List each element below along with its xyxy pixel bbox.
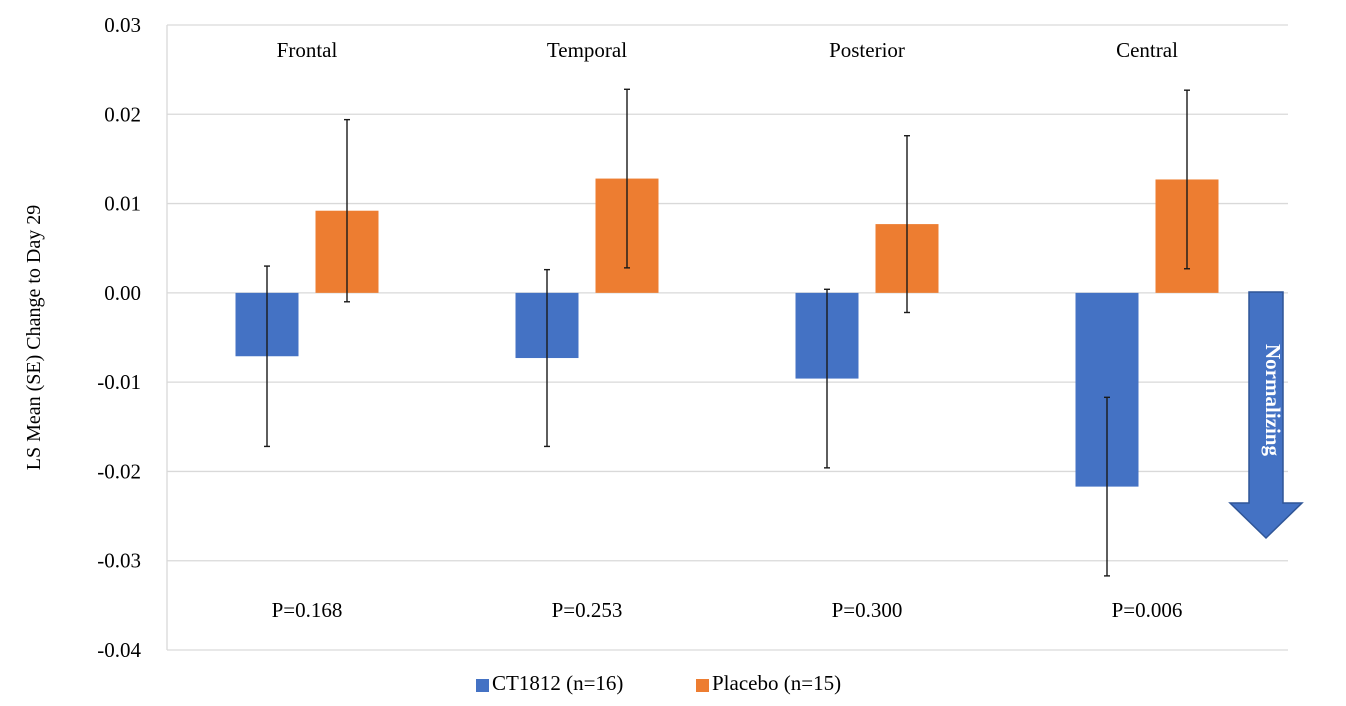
normalizing-label: Normalizing: [1261, 344, 1285, 456]
y-tick-label: 0.00: [104, 281, 141, 305]
legend-label-placebo: Placebo (n=15): [712, 671, 841, 695]
p-value-label: P=0.006: [1112, 598, 1183, 622]
category-label: Temporal: [547, 38, 627, 62]
down-arrow-icon: [1228, 291, 1304, 540]
category-label: Posterior: [829, 38, 905, 62]
category-label: Frontal: [277, 38, 338, 62]
p-value-label: P=0.253: [552, 598, 623, 622]
y-tick-label: -0.03: [97, 549, 141, 573]
p-value-label: P=0.168: [272, 598, 343, 622]
legend-swatch-placebo: [696, 679, 709, 692]
y-tick-label: -0.02: [97, 459, 141, 483]
category-label: Central: [1116, 38, 1178, 62]
y-tick-label: 0.01: [104, 192, 141, 216]
error-bars: [264, 88, 1190, 577]
normalizing-arrow: Normalizing: [1228, 291, 1304, 540]
bars: [235, 178, 1219, 487]
p-value-label: P=0.300: [832, 598, 903, 622]
p-value-labels: P=0.168 P=0.253 P=0.300 P=0.006: [272, 598, 1183, 622]
y-axis: 0.03 0.02 0.01 0.00 -0.01 -0.02 -0.03 -0.04: [97, 13, 168, 662]
y-tick-label: -0.04: [97, 638, 141, 662]
legend: CT1812 (n=16) Placebo (n=15): [476, 671, 841, 695]
y-axis-label: LS Mean (SE) Change to Day 29: [23, 205, 45, 471]
category-labels: Frontal Temporal Posterior Central: [277, 38, 1178, 62]
y-tick-label: -0.01: [97, 370, 141, 394]
legend-swatch-ct1812: [476, 679, 489, 692]
legend-label-ct1812: CT1812 (n=16): [492, 671, 623, 695]
y-tick-label: 0.02: [104, 102, 141, 126]
y-tick-label: 0.03: [104, 13, 141, 37]
